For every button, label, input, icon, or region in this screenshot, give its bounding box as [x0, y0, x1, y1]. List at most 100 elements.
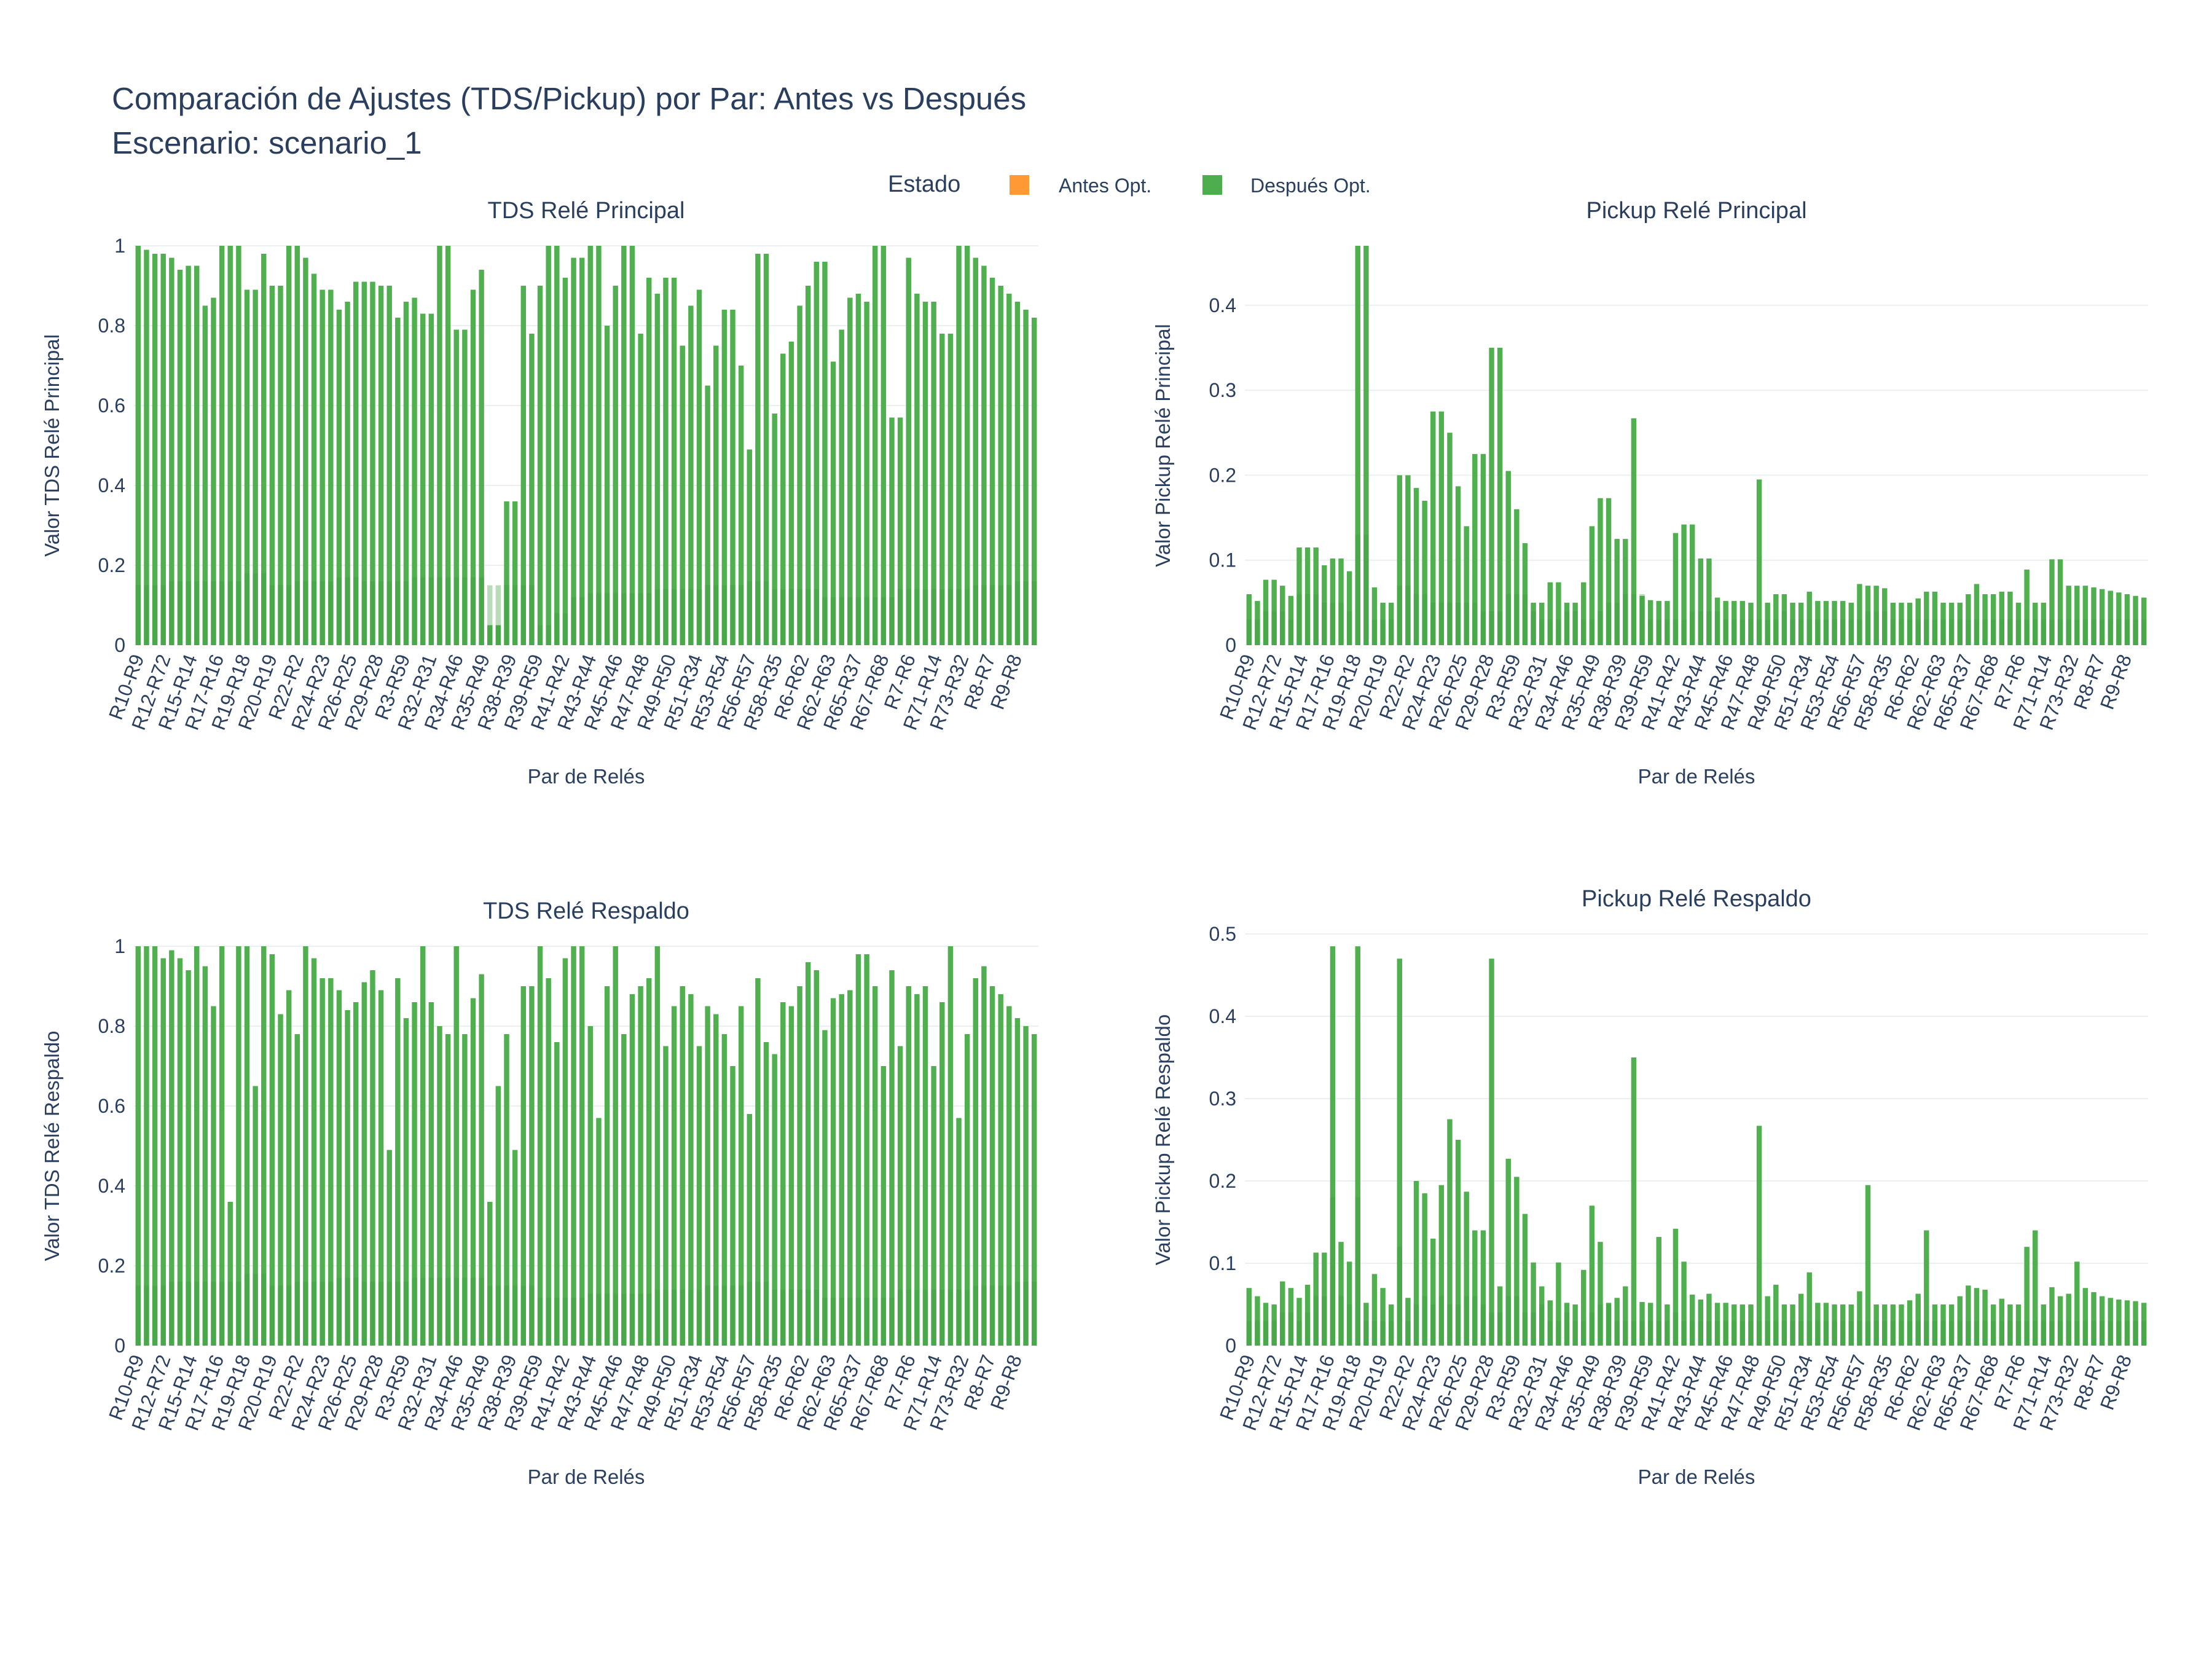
- bar-after[interactable]: [1948, 602, 1955, 645]
- bar-before[interactable]: [370, 1282, 375, 1346]
- bar-before[interactable]: [135, 1285, 141, 1346]
- bar-before[interactable]: [1363, 535, 1369, 645]
- bar-after[interactable]: [1531, 1262, 1536, 1346]
- bar-before[interactable]: [1556, 1320, 1561, 1346]
- bar-before[interactable]: [2074, 1320, 2080, 1346]
- bar-before[interactable]: [1023, 581, 1029, 645]
- bar-after[interactable]: [1974, 584, 1980, 645]
- bar-after[interactable]: [1957, 1296, 1963, 1346]
- bar-after[interactable]: [386, 1150, 392, 1346]
- bar-before[interactable]: [311, 1282, 317, 1346]
- bar-before[interactable]: [1865, 611, 1871, 645]
- bar-before[interactable]: [1405, 586, 1411, 645]
- bar-before[interactable]: [554, 613, 560, 645]
- bar-after[interactable]: [2082, 586, 2088, 645]
- bar-after[interactable]: [1647, 1303, 1653, 1346]
- bar-before[interactable]: [261, 1274, 267, 1346]
- bar-after[interactable]: [688, 994, 694, 1346]
- bar-after[interactable]: [2099, 1296, 2105, 1346]
- bar-after[interactable]: [1322, 565, 1327, 645]
- bar-before[interactable]: [1447, 602, 1453, 645]
- bar-before[interactable]: [386, 581, 392, 645]
- bar-before[interactable]: [1589, 619, 1595, 645]
- bar-after[interactable]: [537, 946, 543, 1346]
- bar-before[interactable]: [1388, 1320, 1394, 1346]
- bar-after[interactable]: [889, 970, 895, 1346]
- bar-before[interactable]: [880, 1298, 887, 1346]
- bar-before[interactable]: [1806, 619, 1812, 645]
- bar-after[interactable]: [1924, 1230, 1929, 1346]
- bar-before[interactable]: [1614, 1320, 1620, 1346]
- bar-after[interactable]: [361, 982, 367, 1346]
- bar-after[interactable]: [1781, 594, 1787, 645]
- bar-before[interactable]: [412, 1277, 417, 1346]
- bar-after[interactable]: [2108, 590, 2113, 645]
- bar-before[interactable]: [1832, 619, 1837, 645]
- bar-before[interactable]: [579, 597, 585, 645]
- bar-before[interactable]: [504, 585, 509, 646]
- bar-before[interactable]: [437, 577, 442, 646]
- bar-after[interactable]: [1330, 946, 1336, 1346]
- bar-before[interactable]: [1447, 1304, 1453, 1346]
- bar-after[interactable]: [1840, 601, 1846, 645]
- bar-before[interactable]: [1823, 1320, 1829, 1346]
- bar-after[interactable]: [1781, 1304, 1787, 1346]
- bar-before[interactable]: [1422, 1296, 1427, 1346]
- bar-before[interactable]: [1848, 619, 1854, 645]
- bar-before[interactable]: [1890, 619, 1896, 645]
- bar-after[interactable]: [947, 946, 954, 1346]
- bar-after[interactable]: [2074, 586, 2080, 645]
- bar-after[interactable]: [1848, 602, 1854, 645]
- bar-after[interactable]: [1732, 601, 1737, 645]
- bar-after[interactable]: [654, 294, 661, 645]
- bar-after[interactable]: [1790, 1304, 1795, 1346]
- bar-after[interactable]: [286, 246, 292, 645]
- bar-after[interactable]: [1304, 1284, 1311, 1346]
- bar-after[interactable]: [395, 978, 401, 1346]
- bar-before[interactable]: [830, 597, 836, 645]
- bar-before[interactable]: [872, 597, 878, 645]
- bar-before[interactable]: [1899, 1320, 1904, 1346]
- bar-before[interactable]: [864, 1298, 869, 1346]
- bar-before[interactable]: [1957, 619, 1963, 645]
- bar-after[interactable]: [445, 1034, 451, 1346]
- bar-after[interactable]: [1798, 602, 1804, 645]
- bar-before[interactable]: [160, 1285, 166, 1346]
- bar-after[interactable]: [2133, 1301, 2138, 1346]
- bar-before[interactable]: [546, 1298, 551, 1346]
- bar-before[interactable]: [1322, 1296, 1327, 1346]
- bar-before[interactable]: [2082, 619, 2088, 645]
- bar-before[interactable]: [1514, 1296, 1520, 1346]
- bar-before[interactable]: [278, 585, 283, 646]
- bar-before[interactable]: [269, 585, 275, 646]
- bar-after[interactable]: [227, 1202, 233, 1346]
- bar-after[interactable]: [1706, 558, 1712, 645]
- bar-after[interactable]: [1598, 498, 1603, 645]
- bar-before[interactable]: [361, 581, 367, 645]
- bar-before[interactable]: [763, 1282, 769, 1346]
- bar-after[interactable]: [1840, 1304, 1846, 1346]
- bar-after[interactable]: [1932, 1304, 1938, 1346]
- bar-before[interactable]: [1873, 1320, 1879, 1346]
- bar-after[interactable]: [186, 970, 191, 1346]
- bar-before[interactable]: [244, 1274, 250, 1346]
- bar-after[interactable]: [1505, 1158, 1511, 1346]
- bar-before[interactable]: [1948, 619, 1955, 645]
- bar-before[interactable]: [378, 1282, 384, 1346]
- bar-before[interactable]: [211, 1282, 216, 1346]
- bar-before[interactable]: [227, 581, 233, 645]
- bar-after[interactable]: [772, 1054, 777, 1346]
- bar-before[interactable]: [1732, 619, 1737, 645]
- bar-after[interactable]: [989, 986, 995, 1346]
- bar-before[interactable]: [587, 1293, 594, 1346]
- bar-before[interactable]: [688, 1290, 694, 1346]
- bar-before[interactable]: [1656, 619, 1661, 645]
- bar-after[interactable]: [638, 334, 643, 645]
- bar-before[interactable]: [1246, 619, 1252, 645]
- bar-after[interactable]: [2099, 589, 2105, 645]
- bar-before[interactable]: [956, 1290, 962, 1346]
- bar-before[interactable]: [328, 1282, 334, 1346]
- bar-before[interactable]: [1990, 1320, 1996, 1346]
- bar-after[interactable]: [2049, 559, 2055, 645]
- bar-after[interactable]: [705, 1006, 710, 1346]
